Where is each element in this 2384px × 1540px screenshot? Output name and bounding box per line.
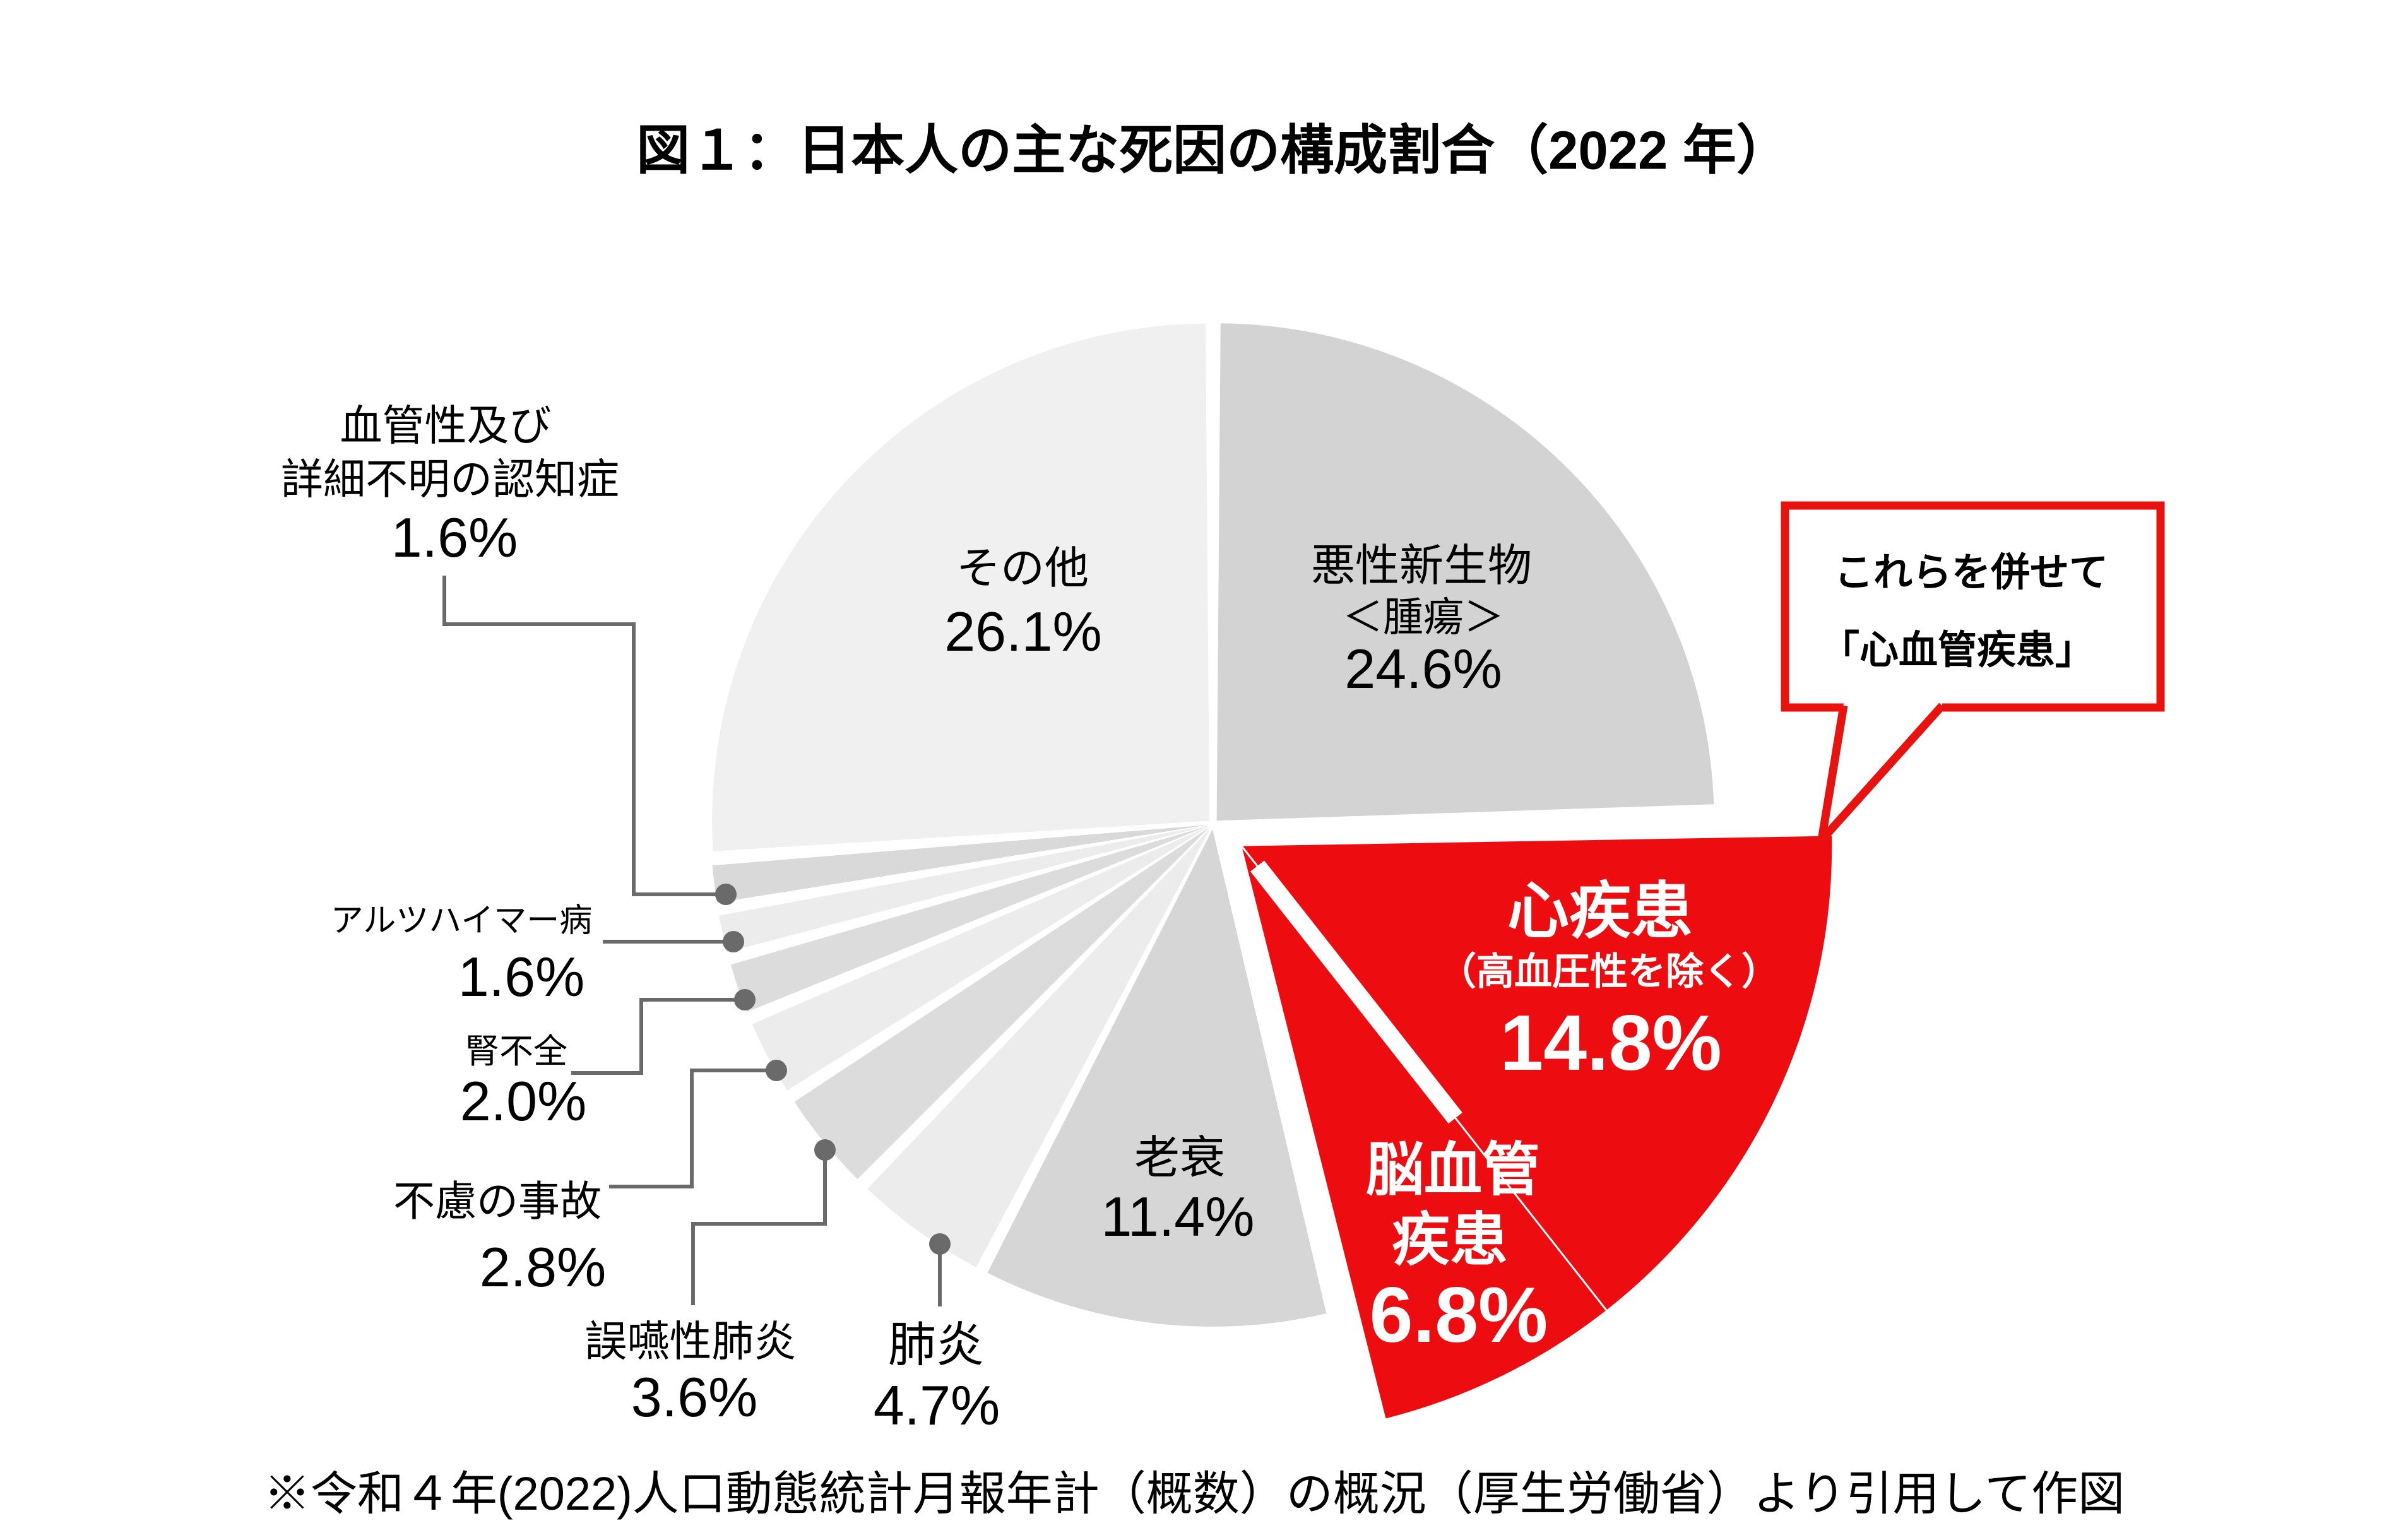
pie-slice-2: [1242, 846, 1606, 1419]
slice-label-6-line0: 不慮の事故: [393, 1178, 602, 1224]
slice-label-7-line0: 腎不全: [465, 1033, 567, 1070]
red-wedge-divider-layer: [1241, 845, 1608, 1311]
slice-label-3-line1: 11.4%: [1101, 1185, 1255, 1248]
slice-label-5-line0: 誤嚥性肺炎: [584, 1318, 797, 1366]
callout-bubble-layer: [1781, 501, 2165, 843]
leader-line-6: [609, 1069, 776, 1188]
slice-label-4-line1: 4.7%: [873, 1374, 1000, 1436]
pie-slices-layer: [712, 323, 1832, 1419]
pie-slice-7: [730, 826, 1209, 1012]
leader-dot-6: [766, 1060, 787, 1081]
callout-text-line2: 「心血管疾患」: [1820, 629, 2095, 672]
chart-title: 図１：日本人の主な死因の構成割合（2022 年）: [636, 121, 1790, 181]
callout-text-line1: これらを併せて: [1834, 551, 2109, 595]
source-footnote: ※令和４年(2022)人口動態統計月報年計（概数）の概況（厚生労働省）より引用し…: [263, 1467, 2125, 1520]
slice-label-1-line2: 14.8%: [1500, 1000, 1722, 1087]
slice-label-1-line0: 心疾患: [1507, 876, 1693, 945]
leader-line-9: [442, 576, 726, 896]
callout-box: [1781, 501, 2165, 712]
slice-label-9-line1: 詳細不明の認知症: [281, 456, 619, 504]
leader-dot-9: [715, 884, 737, 905]
leader-dot-4: [929, 1233, 951, 1255]
leader-dot-8: [723, 931, 744, 952]
slice-label-9-line2: 1.6%: [391, 506, 518, 569]
pie-slice-8: [719, 825, 1209, 952]
slice-label-4-line0: 肺炎: [888, 1318, 984, 1372]
slice-label-2-line1: 疾患: [1391, 1208, 1509, 1272]
slice-label-9-line0: 血管性及び: [340, 402, 552, 450]
slice-label-0-line1: ＜腫瘍＞: [1343, 595, 1504, 640]
red-slices-thick-divider: [1250, 860, 1462, 1124]
slice-label-6-line1: 2.8%: [479, 1236, 607, 1298]
leader-lines-layer: [442, 576, 951, 1306]
leader-line-5: [691, 1150, 827, 1305]
pie-slice-9: [712, 824, 1209, 903]
pie-slice-5: [794, 827, 1209, 1180]
slice-label-8-line1: 1.6%: [458, 945, 585, 1008]
pie-slice-4: [867, 828, 1211, 1267]
slice-label-0-line2: 24.6%: [1344, 637, 1502, 700]
leader-dot-7: [734, 989, 756, 1010]
slice-label-8-line0: アルツハイマー病: [330, 903, 593, 939]
pie-slice-3: [987, 829, 1327, 1327]
leader-dot-5: [814, 1139, 836, 1161]
pie-slice-6: [752, 826, 1209, 1091]
callout-tail-cover: [1844, 702, 1942, 714]
slice-label-0-line0: 悪性新生物: [1311, 541, 1532, 590]
slice-label-2-line0: 脳血管: [1365, 1138, 1541, 1202]
slice-label-3-line0: 老衰: [1134, 1133, 1226, 1183]
callout-tail-edge-right: [1818, 702, 1945, 843]
slice-label-7-line1: 2.0%: [460, 1070, 587, 1132]
slice-label-5-line1: 3.6%: [631, 1366, 758, 1428]
slice-label-2-line2: 6.8%: [1369, 1272, 1548, 1359]
pie-slice-1: [1242, 836, 1832, 1310]
slice-label-1-line1: （高血圧性を除く）: [1438, 951, 1779, 993]
leader-line-7: [571, 998, 745, 1075]
callout-tail-edge-left: [1817, 704, 1848, 841]
pie-slice-0: [1216, 323, 1714, 821]
slice-label-10-line0: その他: [956, 543, 1089, 593]
pie-slice-10: [712, 323, 1210, 851]
slice-label-10-line1: 26.1%: [944, 600, 1102, 663]
